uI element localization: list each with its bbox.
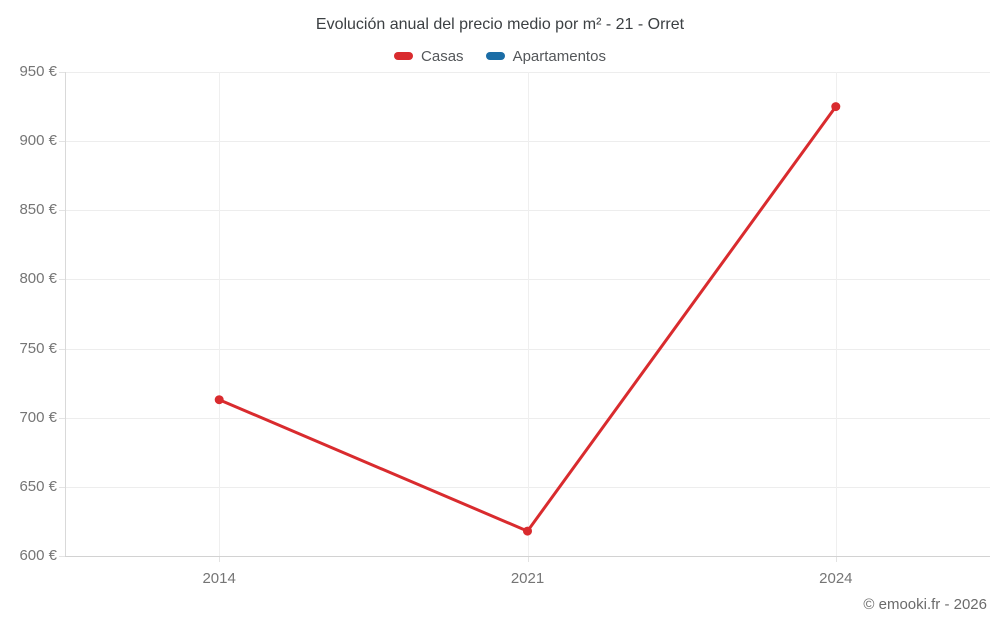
casas-data-point[interactable] [831, 102, 841, 112]
y-axis-label: 650 € [19, 477, 57, 495]
legend-item-casas[interactable]: Casas [394, 48, 464, 65]
x-axis-tick [219, 556, 221, 562]
chart-title: Evolución anual del precio medio por m² … [315, 16, 685, 33]
x-axis-label: 2021 [510, 570, 545, 587]
y-axis-tick [59, 348, 65, 350]
y-axis-label: 850 € [19, 201, 57, 219]
casas-data-point[interactable] [214, 395, 224, 405]
gridline-vertical [835, 72, 837, 556]
y-axis-label: 800 € [19, 270, 57, 288]
y-axis-label: 700 € [19, 408, 57, 426]
casas-data-point[interactable] [523, 526, 532, 536]
legend-label-apartamentos: Apartamentos [512, 47, 606, 65]
x-axis-line [65, 556, 990, 557]
x-axis-tick [835, 556, 837, 562]
y-axis-label: 950 € [19, 63, 57, 80]
y-axis-tick [59, 210, 65, 212]
legend: Casas Apartamentos [0, 47, 1000, 65]
y-axis-tick [59, 279, 65, 281]
legend-label-casas: Casas [421, 47, 464, 65]
apartamentos-swatch-icon [485, 52, 505, 60]
legend-item-apartamentos[interactable]: Apartamentos [485, 47, 606, 65]
gridline-vertical [219, 72, 221, 556]
x-axis-label: 2014 [202, 570, 236, 587]
casas-line-series [217, 105, 838, 533]
y-axis-tick [59, 556, 65, 557]
casas-swatch-icon [394, 52, 414, 60]
y-axis-label: 750 € [19, 339, 57, 357]
x-axis-tick [527, 556, 529, 562]
y-axis-label: 900 € [19, 132, 57, 150]
y-axis-tick [59, 72, 65, 73]
x-axis-label: 2024 [819, 570, 853, 587]
copyright-footer: © emooki.fr - 2026 [863, 596, 987, 613]
y-axis-tick [59, 141, 65, 143]
y-axis-tick [59, 486, 65, 488]
gridline-vertical [527, 72, 529, 556]
y-axis-tick [59, 417, 65, 419]
y-axis-line [65, 72, 66, 556]
y-axis-label: 600 € [19, 547, 57, 564]
